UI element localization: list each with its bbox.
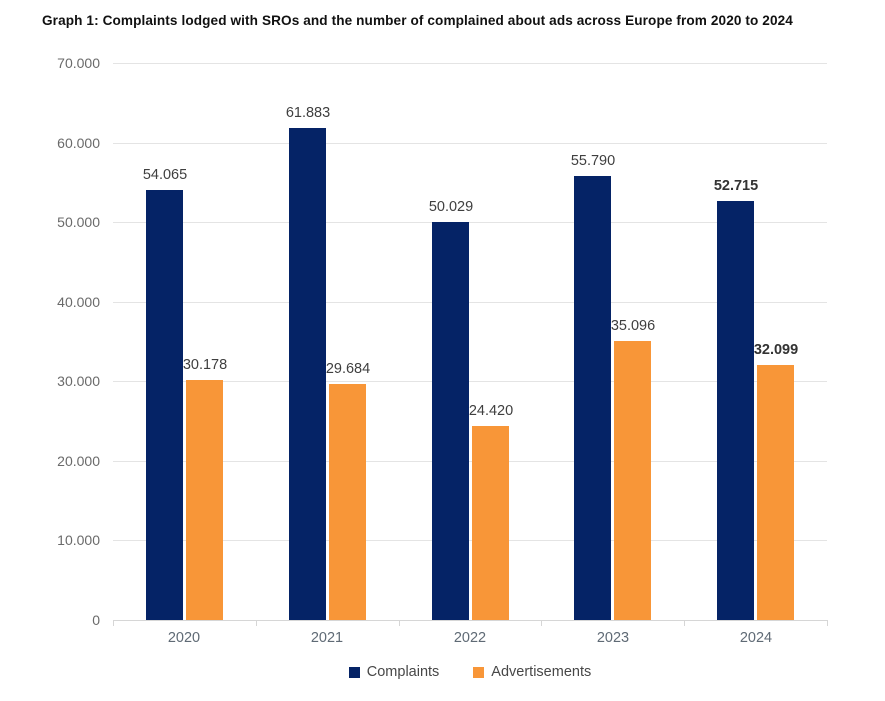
x-axis-label-2023: 2023	[596, 630, 630, 646]
data-label-complaints-2020: 54.065	[142, 167, 188, 183]
y-axis-label: 20.000	[57, 452, 100, 469]
x-axis-tick	[256, 620, 257, 626]
gridline-50000	[113, 222, 827, 224]
x-axis-tick	[541, 620, 542, 626]
bar-advertisements-2021	[329, 384, 366, 620]
legend-label-advertisements: Advertisements	[491, 664, 592, 680]
plot-area: 54.065 30.178 61.883 29.684 50.029 24.420 55.7…	[113, 63, 828, 626]
legend-swatch-advertisements	[473, 666, 485, 678]
legend-label-complaints: Complaints	[366, 664, 440, 680]
data-label-advertisements-2022: 24.420	[468, 403, 514, 419]
gridline-60000	[113, 142, 827, 144]
data-label-advertisements-2023: 35.096	[610, 318, 656, 334]
data-label-complaints-2023: 55.790	[570, 153, 616, 169]
bar-complaints-2022	[432, 222, 469, 620]
x-axis-tick	[684, 620, 685, 626]
bar-complaints-2023	[574, 176, 611, 620]
x-axis-tick	[827, 620, 828, 626]
x-axis-label-2022: 2022	[453, 630, 487, 646]
data-label-advertisements-2024: 32.099	[753, 342, 799, 358]
y-axis-label: 60.000	[57, 134, 100, 151]
bar-complaints-2024	[717, 201, 754, 620]
x-axis-label-2024: 2024	[739, 630, 773, 646]
x-axis-line	[113, 620, 827, 621]
gridline-10000	[113, 540, 827, 542]
bar-advertisements-2024	[757, 365, 794, 620]
legend-item-advertisements: Advertisements	[473, 664, 591, 680]
bar-complaints-2020	[146, 190, 183, 620]
bar-advertisements-2022	[472, 426, 509, 620]
gridline-20000	[113, 460, 827, 462]
bar-advertisements-2023	[614, 341, 651, 620]
bar-advertisements-2020	[186, 380, 223, 620]
legend-item-complaints: Complaints	[348, 664, 440, 680]
legend-swatch-complaints	[348, 666, 360, 678]
gridline-70000	[113, 63, 827, 64]
x-axis-label-2020: 2020	[167, 630, 201, 646]
data-label-advertisements-2020: 30.178	[182, 357, 228, 373]
data-label-complaints-2021: 61.883	[285, 105, 331, 121]
chart-legend: Complaints Advertisements	[113, 664, 827, 680]
x-axis-tick	[113, 620, 114, 626]
chart-title: Graph 1: Complaints lodged with SROs and…	[42, 13, 793, 28]
x-axis-label-2021: 2021	[310, 630, 344, 646]
y-axis-label: 70.000	[57, 55, 100, 71]
y-axis-label: 40.000	[57, 293, 100, 310]
bar-complaints-2021	[289, 128, 326, 620]
gridline-30000	[113, 381, 827, 383]
y-axis-label: 30.000	[57, 373, 100, 390]
x-axis-tick	[399, 620, 400, 626]
y-axis-label: 50.000	[57, 214, 100, 231]
y-axis-label: 0	[92, 612, 100, 628]
data-label-complaints-2022: 50.029	[428, 199, 474, 215]
gridline-40000	[113, 301, 827, 303]
data-label-advertisements-2021: 29.684	[325, 361, 371, 377]
data-label-complaints-2024: 52.715	[713, 178, 759, 194]
y-axis-label: 10.000	[57, 532, 100, 549]
